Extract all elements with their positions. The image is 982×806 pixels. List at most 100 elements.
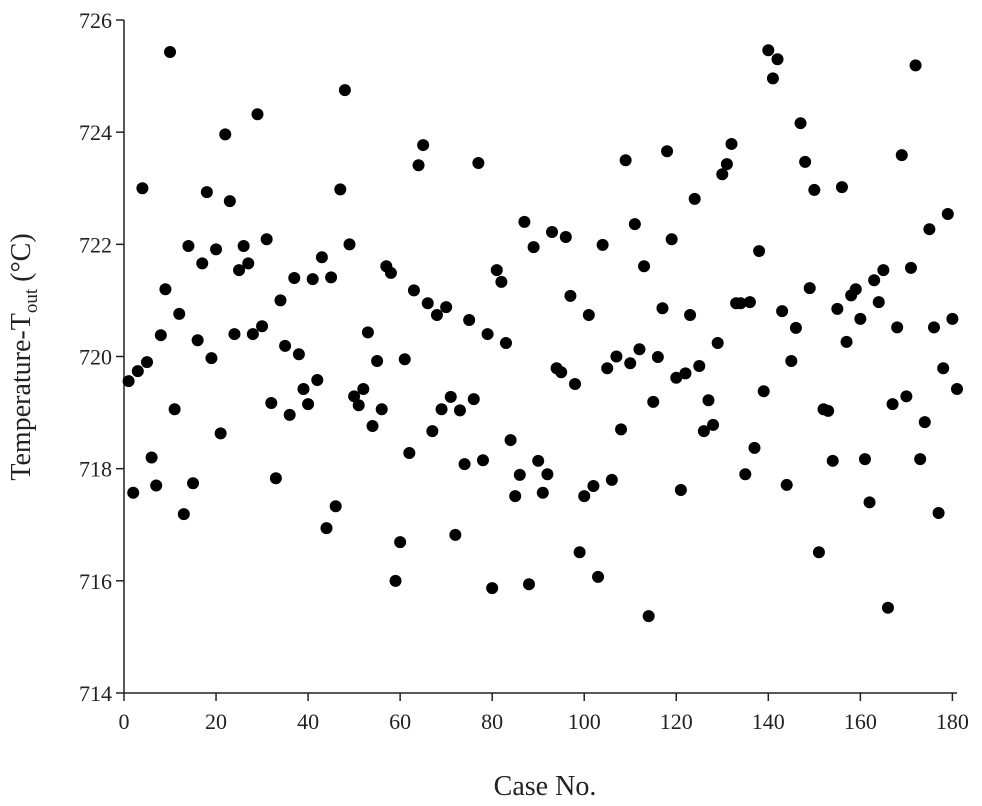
- scatter-point: [900, 390, 913, 403]
- x-tick-label: 180: [936, 709, 969, 734]
- scatter-point: [624, 357, 637, 370]
- y-tick-label: 724: [79, 120, 112, 145]
- y-tick-label: 726: [79, 8, 112, 33]
- scatter-point: [274, 294, 287, 307]
- scatter-point: [164, 45, 177, 58]
- x-tick-label: 0: [119, 709, 130, 734]
- scatter-point: [794, 117, 807, 130]
- scatter-point: [909, 59, 922, 72]
- scatter-point: [739, 468, 752, 481]
- scatter-point: [182, 240, 195, 253]
- scatter-point: [822, 404, 835, 417]
- scatter-point: [812, 546, 825, 559]
- scatter-point: [831, 302, 844, 315]
- scatter-point: [472, 157, 485, 170]
- scatter-point: [251, 108, 264, 121]
- scatter-point: [329, 500, 342, 513]
- scatter-point: [320, 522, 333, 535]
- scatter-point: [656, 302, 669, 315]
- scatter-point: [688, 192, 701, 205]
- scatter-point: [601, 362, 614, 375]
- scatter-point: [697, 425, 710, 438]
- scatter-point: [891, 321, 904, 334]
- scatter-point: [141, 356, 154, 369]
- scatter-point: [564, 289, 577, 302]
- scatter-point: [513, 468, 526, 481]
- scatter-point: [868, 274, 881, 287]
- scatter-point: [541, 468, 554, 481]
- scatter-point: [306, 273, 319, 286]
- scatter-point: [366, 420, 379, 433]
- scatter-point: [214, 427, 227, 440]
- scatter-point: [748, 441, 761, 454]
- scatter-point: [136, 182, 149, 195]
- scatter-point: [776, 305, 789, 318]
- scatter-point: [265, 397, 278, 410]
- scatter-point: [569, 377, 582, 390]
- x-axis-label: Case No.: [494, 771, 597, 802]
- scatter-point: [338, 84, 351, 97]
- scatter-point: [904, 261, 917, 274]
- y-label-main: Temperature-T: [6, 313, 37, 481]
- y-tick-label: 714: [79, 681, 112, 706]
- scatter-point: [476, 454, 489, 467]
- scatter-point: [352, 399, 365, 412]
- scatter-point: [647, 395, 660, 408]
- scatter-point: [946, 312, 959, 325]
- scatter-point: [785, 354, 798, 367]
- scatter-point: [302, 398, 315, 411]
- scatter-point: [348, 390, 361, 403]
- scatter-point: [711, 337, 724, 350]
- scatter-point: [375, 403, 388, 416]
- scatter-point: [279, 339, 292, 352]
- scatter-point: [702, 394, 715, 407]
- scatter-point: [895, 149, 908, 162]
- scatter-point: [771, 53, 784, 66]
- scatter-point: [463, 314, 476, 327]
- scatter-point: [490, 264, 503, 277]
- scatter-point: [863, 496, 876, 509]
- scatter-point: [334, 183, 347, 196]
- y-tick-label: 718: [79, 457, 112, 482]
- scatter-point: [923, 223, 936, 236]
- scatter-point: [205, 352, 218, 365]
- scatter-point: [458, 458, 471, 471]
- scatter-point: [877, 264, 890, 277]
- scatter-point: [799, 155, 812, 168]
- scatter-point: [440, 301, 453, 314]
- scatter-point: [168, 403, 181, 416]
- scatter-point: [297, 383, 310, 396]
- scatter-point: [200, 186, 213, 199]
- scatter-point: [283, 408, 296, 421]
- scatter-point: [127, 486, 140, 499]
- scatter-point: [927, 321, 940, 334]
- x-tick-label: 140: [752, 709, 785, 734]
- x-tick-label: 40: [297, 709, 319, 734]
- scatter-point: [233, 264, 246, 277]
- scatter-point: [932, 506, 945, 519]
- scatter-point: [150, 479, 163, 492]
- scatter-point: [638, 260, 651, 273]
- scatter-point: [435, 403, 448, 416]
- scatter-point: [596, 238, 609, 251]
- scatter-point: [187, 477, 200, 490]
- scatter-point: [937, 362, 950, 375]
- scatter-point: [426, 425, 439, 438]
- scatter-point: [421, 297, 434, 310]
- scatter-point: [886, 398, 899, 411]
- scatter-point: [674, 483, 687, 496]
- scatter-point: [384, 266, 397, 279]
- scatter-point: [592, 570, 605, 583]
- scatter-point: [628, 218, 641, 231]
- scatter-point: [444, 390, 457, 403]
- scatter-point: [269, 472, 282, 485]
- scatter-point: [858, 453, 871, 466]
- scatter-point: [670, 371, 683, 384]
- scatter-point: [486, 582, 499, 595]
- scatter-point: [743, 296, 756, 309]
- scatter-point: [237, 240, 250, 253]
- scatter-point: [242, 257, 255, 270]
- scatter-point: [789, 321, 802, 334]
- y-label-subscript: out: [21, 288, 42, 313]
